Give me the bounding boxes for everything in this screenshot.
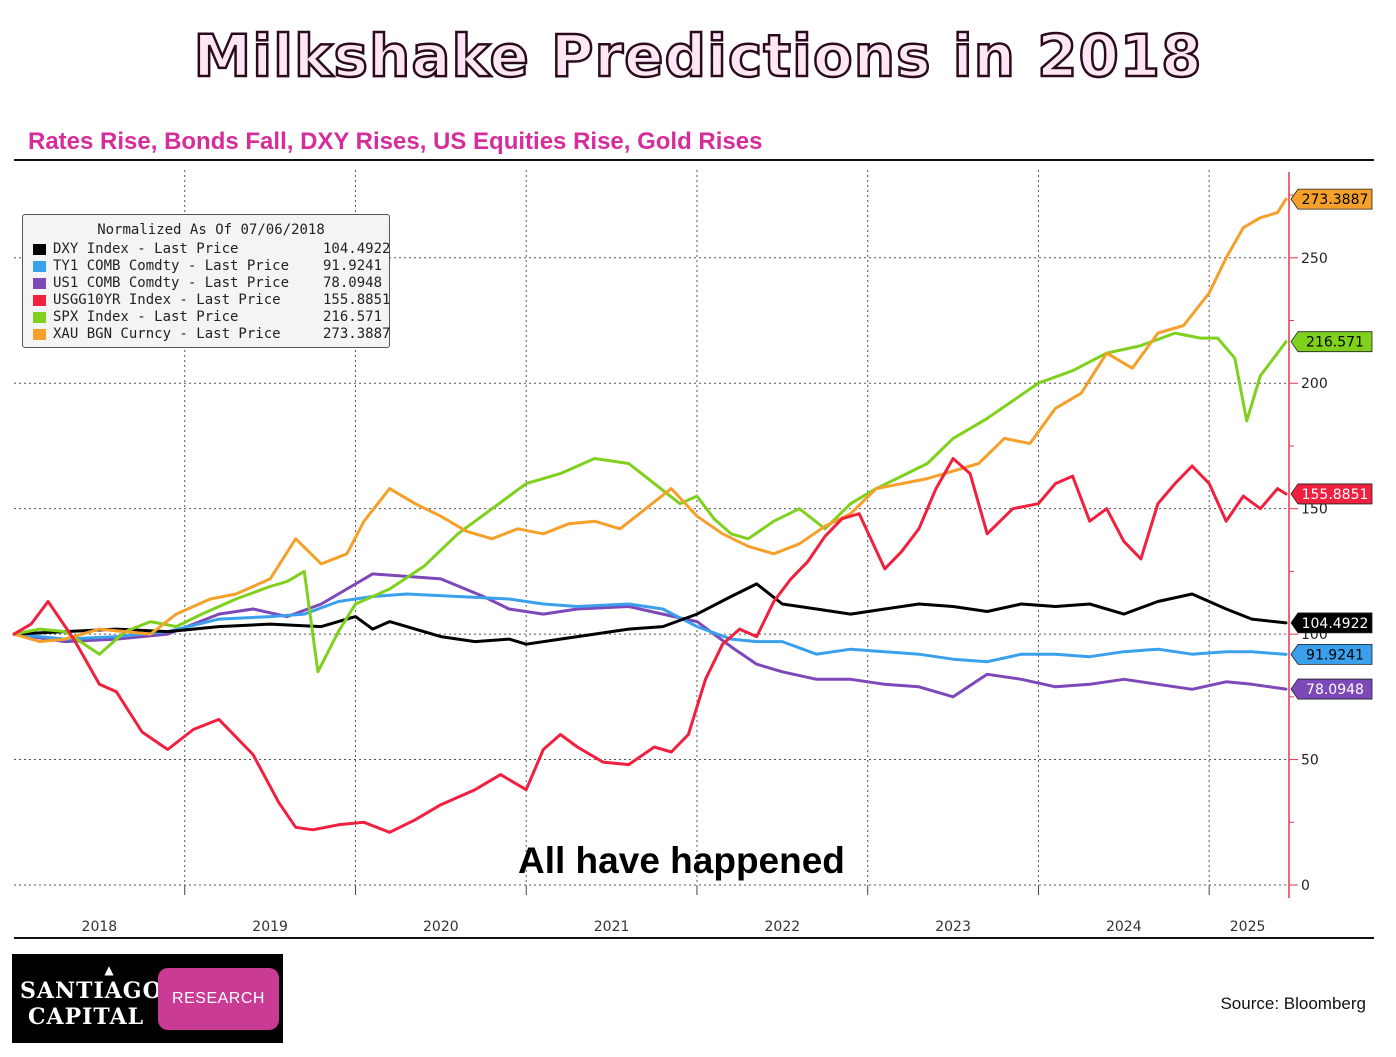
legend-value: 78.0948: [323, 275, 383, 291]
legend-title: Normalized As Of 07/06/2018: [97, 222, 325, 238]
legend-item: DXY Index - Last Price 104.4922: [33, 241, 390, 258]
chart-legend: Normalized As Of 07/06/2018 DXY Index - …: [22, 214, 390, 348]
legend-label: US1 COMB Comdty - Last Price: [53, 275, 290, 291]
series-line: [12, 457, 1288, 834]
y-tick-label: 50: [1301, 753, 1319, 769]
research-badge: RESEARCH: [158, 968, 279, 1030]
legend-swatch: [33, 295, 46, 306]
shell-icon: ▲: [104, 963, 114, 977]
legend-label: SPX Index - Last Price: [53, 309, 239, 325]
legend-value: 91.9241: [323, 258, 383, 274]
last-value-tag: [1290, 188, 1373, 210]
series-line: [12, 582, 1288, 646]
logo-text-line2: CAPITAL: [28, 1004, 145, 1030]
last-value-label: 273.3887: [1302, 192, 1369, 208]
series-line: [12, 592, 1288, 664]
legend-swatch: [33, 329, 46, 340]
legend-label: TY1 COMB Comdty - Last Price: [53, 258, 290, 274]
last-value-label: 78.0948: [1306, 682, 1364, 698]
series-line: [12, 572, 1288, 699]
legend-item: TY1 COMB Comdty - Last Price 91.9241: [33, 258, 383, 275]
last-price-tags: 273.3887 216.571 155.8851 104.4922 91.9241 78…: [1290, 188, 1373, 700]
last-value-label: 104.4922: [1302, 616, 1369, 632]
legend-label: XAU BGN Curncy - Last Price: [53, 326, 281, 342]
legend-item: USGG10YR Index - Last Price 155.8851: [33, 292, 390, 309]
x-tick-label: 2025: [1230, 919, 1266, 935]
last-value-label: 216.571: [1306, 335, 1364, 351]
chart-subtitle: Rates Rise, Bonds Fall, DXY Rises, US Eq…: [28, 128, 763, 155]
legend-swatch: [33, 244, 46, 255]
last-value-tag: [1290, 678, 1373, 700]
y-tick-label: 150: [1301, 502, 1328, 518]
source-note: Source: Bloomberg: [1220, 994, 1366, 1013]
last-value-tag: [1290, 483, 1373, 505]
legend-swatch: [33, 261, 46, 272]
bottom-rule: [14, 937, 1374, 939]
y-tick-label: 0: [1301, 878, 1310, 894]
last-value-tag: [1290, 643, 1373, 665]
legend-item: US1 COMB Comdty - Last Price 78.0948: [33, 275, 383, 292]
legend-item: XAU BGN Curncy - Last Price 273.3887: [33, 326, 390, 343]
x-tick-label: 2018: [82, 919, 118, 935]
legend-value: 155.8851: [323, 292, 391, 308]
last-value-tag: [1290, 331, 1373, 353]
legend-swatch: [33, 278, 46, 289]
x-tick-label: 2024: [1106, 919, 1142, 935]
x-tick-label: 2020: [423, 919, 459, 935]
legend-value: 273.3887: [323, 326, 391, 342]
series-line: [12, 197, 1288, 644]
legend-label: DXY Index - Last Price: [53, 241, 239, 257]
legend-value: 104.4922: [323, 241, 391, 257]
x-axis: 2018 2019 2020 2021 2022 2023 2024 2025: [14, 884, 1286, 935]
last-value-label: 91.9241: [1306, 647, 1364, 663]
santiago-capital-logo: ▲ SANTIAGO CAPITAL RESEARCH: [12, 954, 283, 1043]
y-tick-label: 250: [1301, 251, 1328, 267]
y-tick-label: 200: [1301, 376, 1328, 392]
page-title: Milkshake Predictions in 2018: [192, 21, 1203, 92]
logo-text-line1: SANTIAGO: [20, 978, 163, 1004]
series-lines: [12, 197, 1288, 834]
series-line: [12, 331, 1288, 674]
legend-swatch: [33, 312, 46, 323]
x-tick-label: 2021: [594, 919, 630, 935]
top-rule: [14, 159, 1374, 161]
last-value-label: 155.8851: [1302, 487, 1369, 503]
x-tick-label: 2023: [935, 919, 971, 935]
legend-item: SPX Index - Last Price 216.571: [33, 309, 383, 326]
x-tick-label: 2019: [252, 919, 288, 935]
legend-value: 216.571: [323, 309, 383, 325]
line-chart: 2018 2019 2020 2021 2022 2023 2024 2025 0501001…: [12, 170, 1373, 935]
legend-label: USGG10YR Index - Last Price: [53, 292, 281, 308]
last-value-tag: [1290, 612, 1373, 634]
chart-annotation: All have happened: [518, 840, 845, 881]
x-tick-label: 2022: [765, 919, 801, 935]
